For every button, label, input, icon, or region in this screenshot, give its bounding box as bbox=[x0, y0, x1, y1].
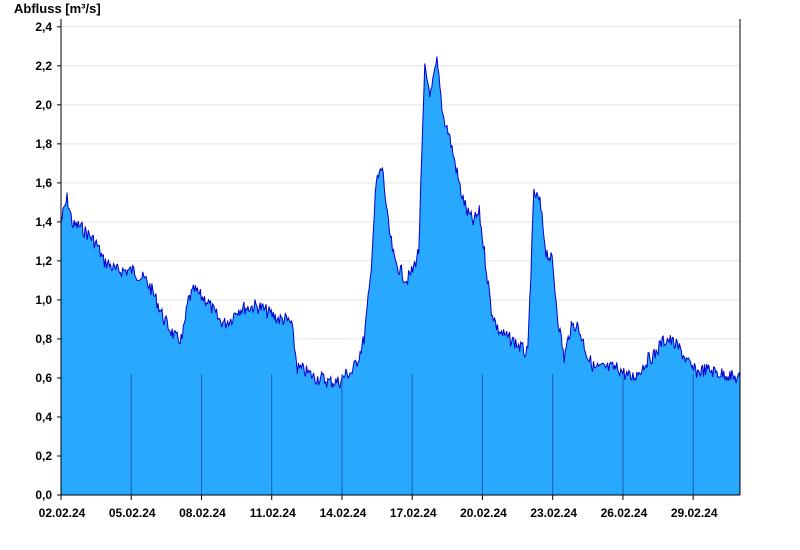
discharge-area bbox=[61, 56, 740, 495]
y-tick-label: 1,8 bbox=[35, 137, 52, 151]
y-tick-label: 2,2 bbox=[35, 59, 52, 73]
x-tick-label: 17.02.24 bbox=[390, 506, 437, 520]
x-tick-label: 02.02.24 bbox=[39, 506, 86, 520]
y-tick-label: 0,2 bbox=[35, 449, 52, 463]
y-tick-label: 2,4 bbox=[35, 20, 52, 34]
y-tick-label: 0,6 bbox=[35, 371, 52, 385]
discharge-line bbox=[60, 56, 741, 389]
x-tick-label: 05.02.24 bbox=[109, 506, 156, 520]
y-tick-label: 1,0 bbox=[35, 293, 52, 307]
y-tick-label: 1,4 bbox=[35, 215, 52, 229]
y-tick-label: 2,0 bbox=[35, 98, 52, 112]
y-tick-label: 0,8 bbox=[35, 332, 52, 346]
x-tick-label: 08.02.24 bbox=[179, 506, 226, 520]
x-tick-label: 26.02.24 bbox=[601, 506, 648, 520]
y-tick-label: 0,4 bbox=[35, 410, 52, 424]
x-tick-label: 20.02.24 bbox=[460, 506, 507, 520]
x-tick-label: 11.02.24 bbox=[250, 506, 296, 520]
x-tick-label: 14.02.24 bbox=[320, 506, 367, 520]
y-tick-label: 1,6 bbox=[35, 176, 52, 190]
y-tick-label: 1,2 bbox=[35, 254, 52, 268]
y-tick-label: 0,0 bbox=[35, 488, 52, 502]
x-tick-label: 29.02.24 bbox=[671, 506, 718, 520]
y-axis-label: Abfluss [m³/s] bbox=[14, 1, 101, 16]
x-tick-label: 23.02.24 bbox=[530, 506, 577, 520]
